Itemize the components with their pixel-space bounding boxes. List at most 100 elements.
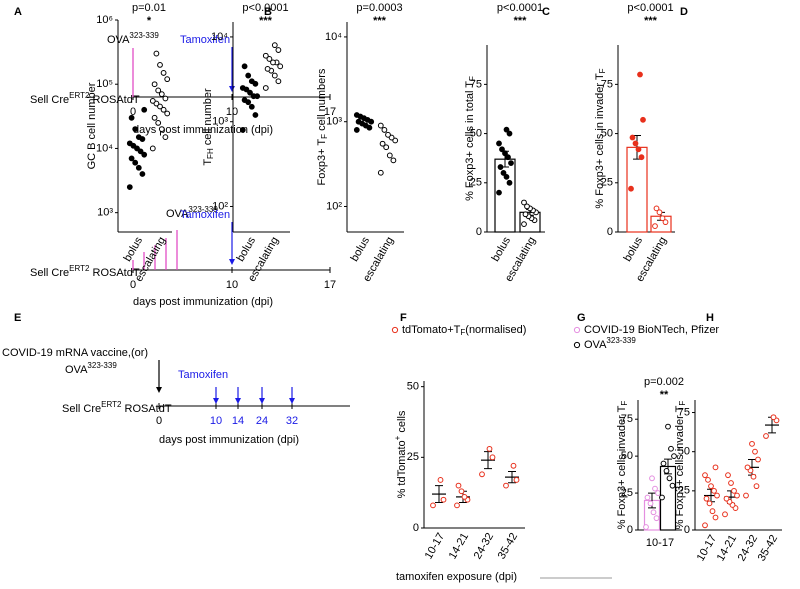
data-point bbox=[521, 221, 527, 228]
text-part: 323-339 bbox=[188, 205, 218, 214]
data-point bbox=[649, 475, 655, 482]
timeline-x-label: days post immunization (dpi) bbox=[159, 434, 299, 446]
data-point bbox=[392, 137, 399, 144]
data-point bbox=[437, 477, 444, 483]
text-part: % Foxp3+ cells invader T bbox=[674, 405, 686, 529]
y-tick-label: 75 bbox=[621, 413, 633, 425]
legend-label: COVID-19 BioNTech, Pfizer bbox=[584, 324, 719, 336]
text-part: OVA bbox=[65, 364, 88, 376]
data-point bbox=[248, 103, 255, 110]
data-point bbox=[496, 140, 502, 147]
legend-label: tdTomato+TF(normalised) bbox=[402, 324, 526, 337]
y-tick-label: 50 bbox=[678, 446, 690, 458]
timeline-x-label: days post immunization (dpi) bbox=[133, 296, 273, 308]
y-tick-label: 0 bbox=[607, 226, 613, 238]
text-part: 323-339 bbox=[87, 361, 117, 370]
data-point bbox=[386, 152, 393, 159]
data-point bbox=[277, 63, 284, 70]
arrow-head bbox=[156, 387, 162, 393]
tamoxifen-label: Tamoxifen bbox=[178, 369, 228, 381]
shared-x-label: tamoxifen exposure (dpi) bbox=[396, 571, 517, 583]
y-tick-label: 10⁴ bbox=[96, 142, 113, 154]
text-part: % Foxp3+ cells in invader T bbox=[594, 73, 606, 209]
data-point bbox=[379, 140, 386, 147]
data-point bbox=[628, 185, 634, 192]
text-part: ROSAtdT bbox=[89, 267, 139, 279]
data-point bbox=[632, 140, 639, 147]
mouse-label: Sell CreERT2 ROSAtdT bbox=[30, 91, 140, 106]
data-point bbox=[749, 440, 755, 447]
data-point bbox=[126, 140, 133, 147]
data-point bbox=[734, 492, 740, 499]
p-value: p=0.01 bbox=[132, 2, 166, 14]
x-tick-label: 10-17 bbox=[646, 537, 674, 549]
timeline-x-label: days post immunization (dpi) bbox=[133, 124, 273, 136]
mouse-label: Sell CreERT2 ROSAtdT bbox=[30, 264, 140, 279]
data-point bbox=[262, 52, 269, 59]
timeline-tick-label: 0 bbox=[130, 106, 136, 118]
arrow-head bbox=[213, 398, 219, 404]
significance: *** bbox=[514, 15, 528, 27]
data-point bbox=[725, 472, 731, 479]
ova-label: OVA323-339 bbox=[166, 205, 218, 220]
arrow-head bbox=[235, 398, 241, 404]
p-value: p=0.002 bbox=[644, 376, 684, 388]
data-point bbox=[506, 179, 513, 186]
text-part: 323-339 bbox=[606, 336, 636, 345]
x-tick-label: 35-42 bbox=[756, 533, 780, 563]
timeline-tick-label: 10 bbox=[226, 279, 238, 291]
timeline-tick-label: 0 bbox=[130, 279, 136, 291]
y-axis-label: TFH cell number bbox=[202, 88, 215, 166]
data-point bbox=[503, 173, 510, 180]
text-part: F bbox=[468, 76, 477, 81]
data-point bbox=[706, 500, 713, 507]
data-point bbox=[662, 219, 669, 226]
text-part: GC B cell number bbox=[86, 82, 98, 169]
text-part: T bbox=[202, 159, 214, 166]
data-point bbox=[126, 184, 133, 191]
data-point bbox=[128, 114, 135, 121]
timeline-tick-label: 17 bbox=[324, 279, 336, 291]
panel-letter: B bbox=[264, 6, 272, 18]
data-point bbox=[241, 63, 248, 70]
data-point bbox=[521, 199, 527, 206]
data-point bbox=[702, 522, 708, 529]
data-point bbox=[663, 468, 670, 474]
y-tick-label: 25 bbox=[470, 177, 482, 189]
text-part: % Foxp3+ cells invader T bbox=[616, 405, 628, 529]
legend-marker bbox=[573, 341, 581, 349]
timeline-tick-label: 10 bbox=[226, 106, 238, 118]
y-tick-label: 50 bbox=[407, 381, 419, 393]
data-point bbox=[270, 59, 276, 66]
data-point bbox=[652, 223, 658, 229]
y-tick-label: 25 bbox=[407, 451, 419, 463]
data-point bbox=[247, 89, 253, 96]
data-point bbox=[635, 146, 642, 153]
p-value: p=0.0003 bbox=[356, 2, 402, 14]
y-tick-label: 75 bbox=[601, 78, 613, 90]
data-point bbox=[241, 97, 248, 103]
tamoxifen-label: Tamoxifen bbox=[180, 209, 230, 221]
panel-letter: G bbox=[577, 312, 586, 324]
data-point bbox=[650, 509, 657, 516]
data-point bbox=[440, 496, 447, 503]
text-part: cell number bbox=[202, 88, 214, 148]
data-point bbox=[668, 445, 674, 452]
data-point bbox=[629, 134, 636, 141]
data-point bbox=[264, 65, 271, 72]
data-point bbox=[239, 127, 246, 133]
data-point bbox=[669, 482, 676, 489]
text-part: F bbox=[598, 68, 607, 73]
text-part: % tdTomato bbox=[396, 440, 408, 498]
data-point bbox=[252, 112, 259, 118]
data-point bbox=[153, 50, 160, 57]
data-point bbox=[722, 511, 728, 518]
text-part: F bbox=[460, 328, 465, 337]
legend-label: OVA323-339 bbox=[584, 336, 636, 351]
data-point bbox=[708, 483, 714, 490]
data-point bbox=[655, 490, 661, 496]
p-value: p<0.0001 bbox=[497, 2, 543, 14]
arrow-head bbox=[229, 259, 235, 265]
data-point bbox=[164, 110, 171, 117]
